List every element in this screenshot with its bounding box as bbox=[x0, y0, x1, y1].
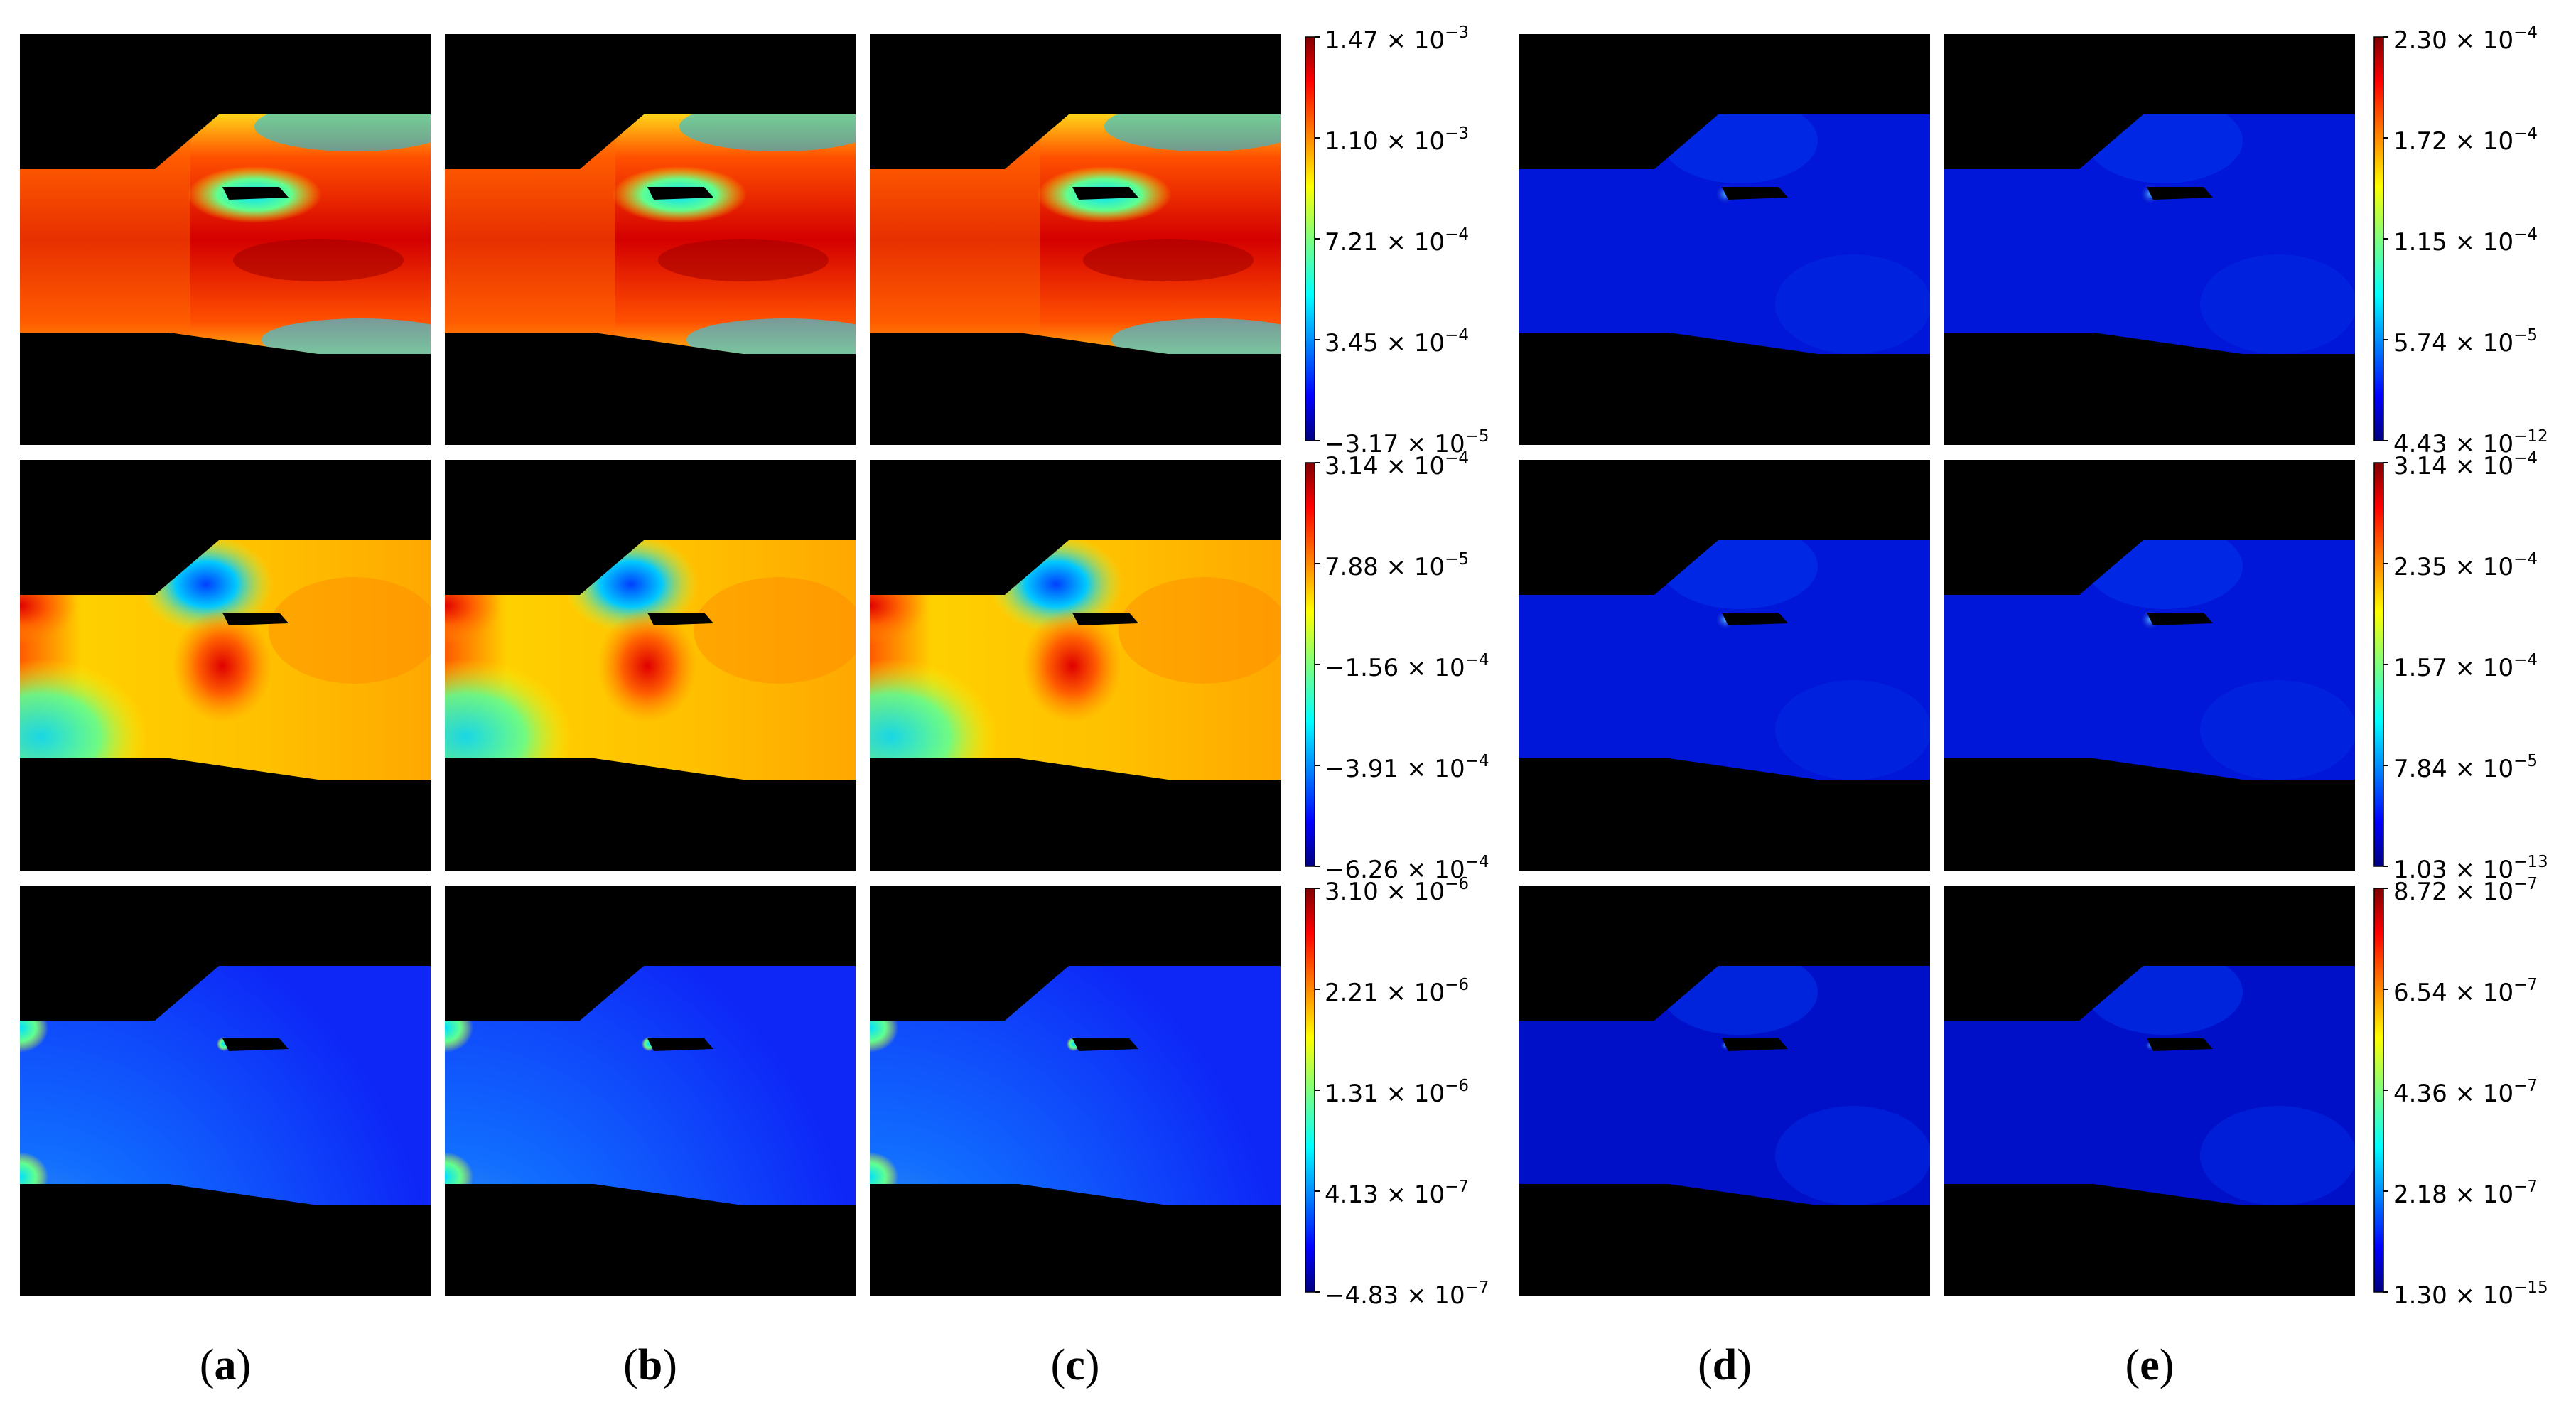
colorbar-tick-label: 5.74 × 10−5 bbox=[2393, 326, 2538, 357]
panel-b-row-2 bbox=[445, 460, 856, 871]
colorbar-tick-label: 3.14 × 10−4 bbox=[2393, 449, 2538, 480]
panel-a-row-3 bbox=[20, 886, 431, 1296]
panel-d-row-2 bbox=[1519, 460, 1930, 871]
colorbar-tick-label: 7.21 × 10−4 bbox=[1325, 225, 1469, 257]
panel-a-row-1 bbox=[20, 34, 431, 445]
panel-b-row-1 bbox=[445, 34, 856, 445]
colorbar-tick-label: 1.10 × 10−3 bbox=[1325, 124, 1469, 156]
panel-label-e: (e) bbox=[2125, 1341, 2174, 1389]
panel-c-row-1 bbox=[870, 34, 1281, 445]
panel-label-d: (d) bbox=[1698, 1341, 1752, 1389]
colorbar-tick-label: 2.18 × 10−7 bbox=[2393, 1178, 2538, 1209]
colorbars bbox=[1305, 36, 2388, 1293]
colorbar-tick-label: 1.15 × 10−4 bbox=[2393, 225, 2538, 257]
panel-d-row-1 bbox=[1519, 34, 1930, 445]
panel-b-row-3 bbox=[445, 886, 856, 1296]
colorbar-tick-label: −1.56 × 10−4 bbox=[1325, 651, 1489, 682]
field-panels bbox=[20, 34, 2355, 1296]
colorbar-left-row-2 bbox=[1305, 462, 1320, 867]
colorbar-tick-label: 1.47 × 10−3 bbox=[1325, 23, 1469, 55]
colorbar-right-row-2 bbox=[2373, 462, 2388, 867]
panel-e-row-1 bbox=[1944, 34, 2355, 445]
colorbar-tick-label: 2.21 × 10−6 bbox=[1325, 976, 1469, 1007]
colorbar-right-row-3 bbox=[2373, 888, 2388, 1293]
panel-e-row-2 bbox=[1944, 460, 2355, 871]
colorbar-tick-label: 4.13 × 10−7 bbox=[1325, 1178, 1469, 1209]
panel-d-row-3 bbox=[1519, 886, 1930, 1296]
colorbar-tick-label: −6.26 × 10−4 bbox=[1325, 853, 1489, 884]
colorbar-tick-label: 1.72 × 10−4 bbox=[2393, 124, 2538, 156]
colorbar-tick-label: 2.30 × 10−4 bbox=[2393, 23, 2538, 55]
panel-label-a: (a) bbox=[199, 1341, 252, 1389]
colorbar-tick-label: 7.88 × 10−5 bbox=[1325, 550, 1469, 581]
colorbar-tick-label: 4.36 × 10−7 bbox=[2393, 1077, 2538, 1108]
colorbar-tick-label: −3.17 × 10−5 bbox=[1325, 427, 1489, 458]
colorbar-tick-label: 1.57 × 10−4 bbox=[2393, 651, 2538, 682]
colorbar-tick-label: 3.14 × 10−4 bbox=[1325, 449, 1469, 480]
colorbar-tick-label: 1.03 × 10−13 bbox=[2393, 853, 2548, 884]
panel-e-row-3 bbox=[1944, 886, 2355, 1296]
panel-a-row-2 bbox=[20, 460, 431, 871]
panel-c-row-3 bbox=[870, 886, 1281, 1296]
colorbar-left-row-1 bbox=[1305, 36, 1320, 441]
panel-c-row-2 bbox=[870, 460, 1281, 871]
colorbar-tick-label: −3.91 × 10−4 bbox=[1325, 752, 1489, 783]
colorbar-right-row-1 bbox=[2373, 36, 2388, 441]
colorbar-tick-label: 3.45 × 10−4 bbox=[1325, 326, 1469, 357]
colorbar-tick-label: 1.31 × 10−6 bbox=[1325, 1077, 1469, 1108]
colorbar-tick-label: −4.83 × 10−7 bbox=[1325, 1279, 1489, 1310]
colorbar-tick-label: 4.43 × 10−12 bbox=[2393, 427, 2548, 458]
colorbar-tick-label: 6.54 × 10−7 bbox=[2393, 976, 2538, 1007]
colorbar-tick-label: 1.30 × 10−15 bbox=[2393, 1279, 2548, 1310]
colorbar-left-row-3 bbox=[1305, 888, 1320, 1293]
panel-label-b: (b) bbox=[623, 1341, 677, 1389]
colorbar-tick-label: 3.10 × 10−6 bbox=[1325, 875, 1469, 906]
colorbar-tick-label: 8.72 × 10−7 bbox=[2393, 875, 2538, 906]
panel-label-c: (c) bbox=[1050, 1341, 1100, 1389]
colorbar-tick-label: 2.35 × 10−4 bbox=[2393, 550, 2538, 581]
colorbar-tick-label: 7.84 × 10−5 bbox=[2393, 752, 2538, 783]
